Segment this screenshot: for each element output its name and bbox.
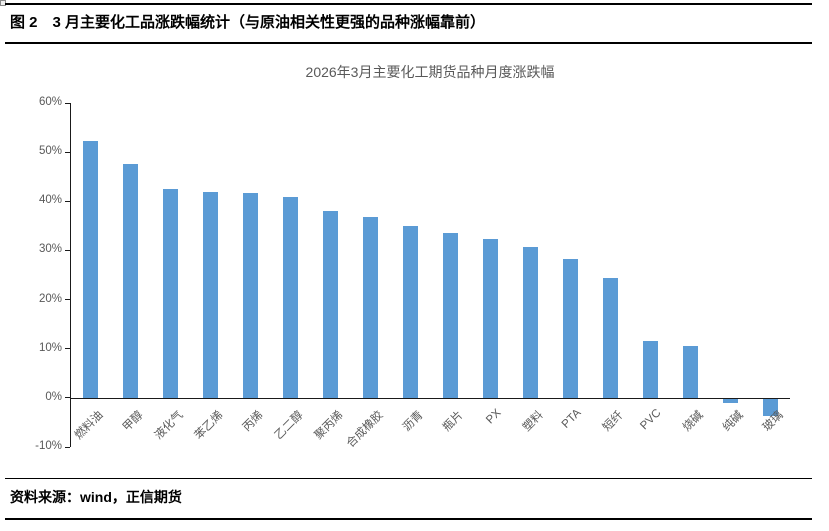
chart-bar	[722, 398, 738, 403]
chart-bar	[682, 345, 698, 398]
x-tick-label: 纯碱	[720, 408, 746, 434]
chart-bar	[522, 246, 538, 398]
chart-title: 2026年3月主要化工期货品种月度涨跌幅	[305, 64, 555, 80]
y-tick-label: 0%	[45, 390, 62, 403]
x-tick-label: 苯乙烯	[192, 408, 226, 442]
y-tick-label: 30%	[38, 243, 62, 256]
chart-bar	[82, 140, 98, 398]
x-tick-label: 塑料	[520, 408, 546, 434]
chart-bar	[322, 210, 338, 398]
x-tick-label: PTA	[559, 406, 584, 431]
y-tick-label: 10%	[38, 341, 62, 354]
y-axis-tick	[65, 397, 70, 399]
y-tick-label: 40%	[38, 194, 62, 207]
x-tick-label: PX	[484, 406, 504, 427]
x-tick-label: 聚丙烯	[312, 408, 346, 442]
footer-divider	[5, 478, 812, 479]
y-axis-tick	[65, 348, 70, 350]
chart-bar	[362, 217, 378, 398]
chart-bar	[402, 226, 418, 398]
x-tick-label: 合成橡胶	[344, 408, 386, 450]
x-tick-label: 液化气	[152, 408, 186, 442]
chart-bar	[482, 239, 498, 398]
chart-bar	[642, 340, 658, 398]
x-tick-label: 乙二醇	[272, 408, 306, 442]
chart-bar	[562, 259, 578, 398]
y-axis-line	[70, 103, 71, 447]
x-tick-label: 烧碱	[680, 408, 706, 434]
x-tick-label: 瓶片	[440, 408, 466, 434]
chart-bar	[442, 232, 458, 398]
y-axis-tick	[65, 151, 70, 153]
x-tick-label: 甲醇	[120, 408, 146, 434]
chart-bar	[282, 196, 298, 398]
x-axis-line	[70, 397, 790, 399]
chart-bar	[602, 278, 618, 398]
source-note: 资料来源：wind，正信期货	[10, 489, 182, 505]
chart-bar	[242, 193, 258, 398]
figure-caption: 图 2 3 月主要化工品涨跌幅统计（与原油相关性更强的品种涨幅靠前）	[10, 14, 486, 31]
x-tick-label: 燃料油	[72, 408, 106, 442]
bottom-rule	[5, 518, 812, 520]
x-tick-label: 短纤	[600, 408, 626, 434]
y-tick-label: -10%	[35, 440, 62, 452]
y-axis-tick	[65, 102, 70, 104]
y-axis-tick	[65, 299, 70, 301]
y-axis-tick	[65, 446, 70, 448]
y-axis-tick	[65, 249, 70, 251]
x-tick-label: 沥青	[400, 408, 426, 434]
y-axis-tick	[65, 200, 70, 202]
chart-bar	[762, 398, 778, 416]
y-tick-label: 20%	[38, 292, 62, 305]
y-tick-label: 50%	[38, 145, 62, 158]
plot-area: 60% 50% 40% 30% 20% 10% 0% -10% 燃料油 甲醇 液化气 苯乙烯 丙烯 乙二醇…	[35, 96, 790, 452]
top-rule	[5, 3, 812, 5]
header-divider	[5, 42, 812, 44]
x-tick-label: PVC	[638, 406, 664, 433]
chart-bar	[202, 192, 218, 398]
y-tick-label: 60%	[38, 96, 62, 108]
chart-bar	[162, 189, 178, 398]
chart-bar	[122, 163, 138, 398]
x-tick-label: 丙烯	[240, 408, 266, 434]
